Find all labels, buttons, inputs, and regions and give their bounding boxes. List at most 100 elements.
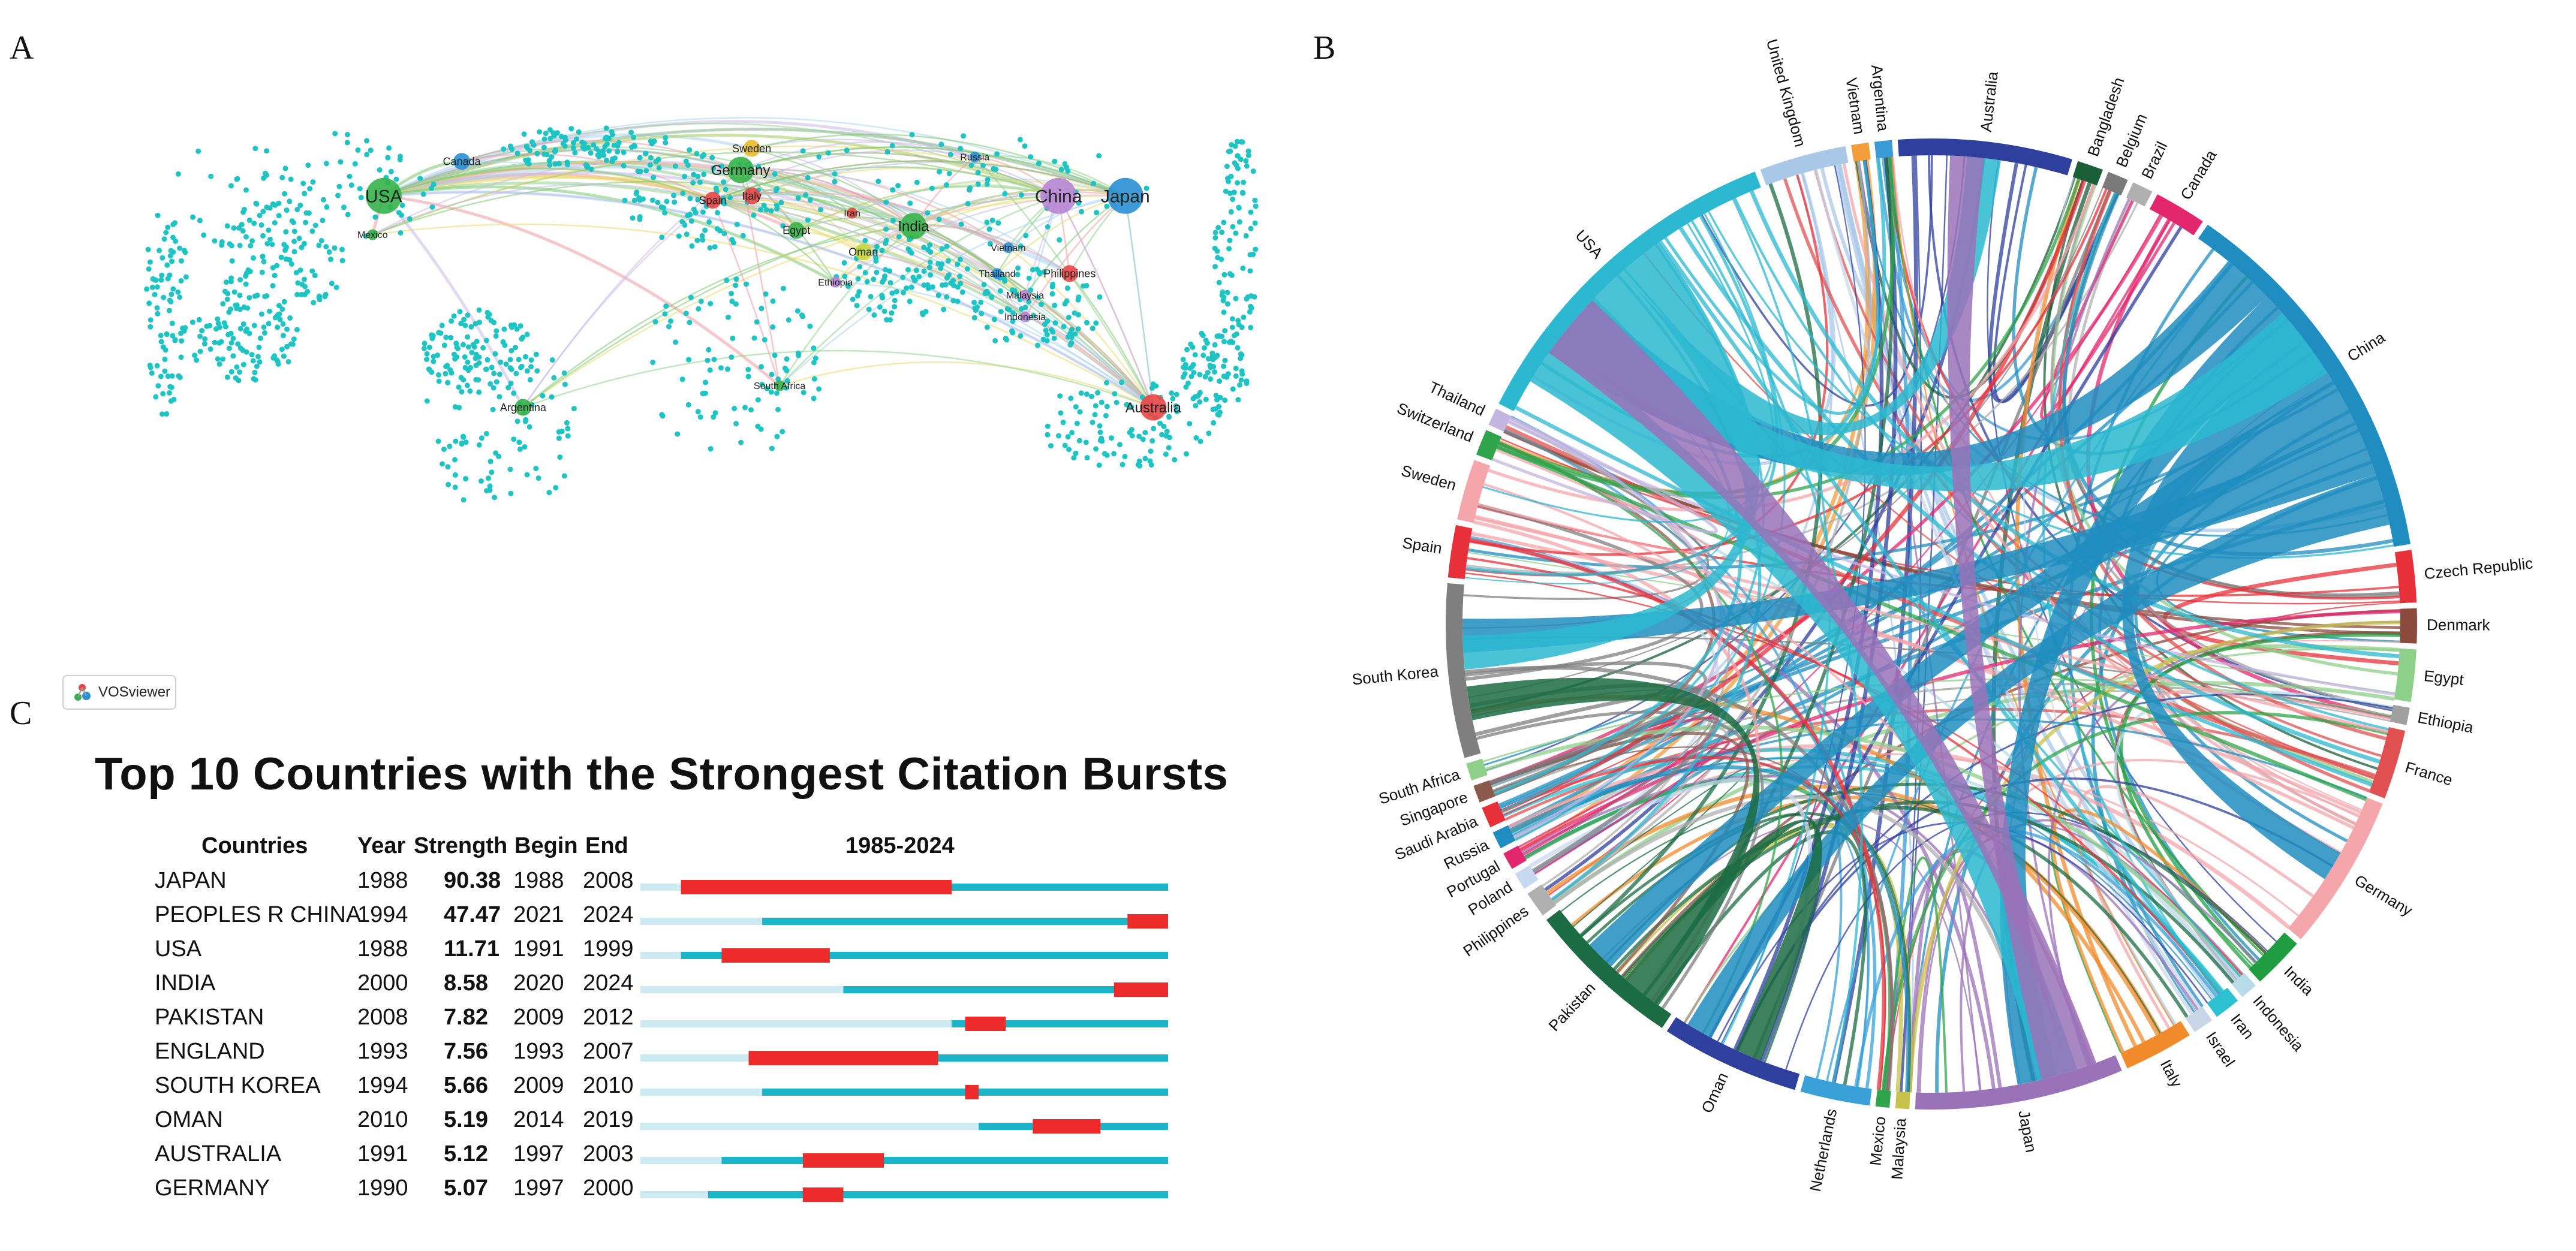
map-dot bbox=[158, 373, 164, 379]
map-dot bbox=[163, 230, 169, 236]
map-dot bbox=[570, 140, 576, 146]
map-dot bbox=[1039, 302, 1044, 308]
map-dot bbox=[1221, 272, 1227, 278]
map-dot bbox=[148, 317, 154, 323]
burst-cell-begin: 1991 bbox=[513, 936, 564, 961]
map-dot bbox=[1084, 391, 1090, 397]
map-dot bbox=[751, 212, 757, 218]
map-dot bbox=[441, 447, 447, 452]
map-dot bbox=[671, 192, 677, 198]
map-dot bbox=[557, 454, 563, 460]
chord-country-label: USA bbox=[1572, 226, 1607, 262]
map-dot bbox=[155, 212, 161, 218]
map-dot bbox=[284, 207, 290, 213]
map-dot bbox=[676, 233, 682, 239]
map-dot bbox=[160, 411, 165, 417]
map-dot bbox=[1022, 143, 1028, 149]
map-dot bbox=[291, 239, 297, 245]
map-dot bbox=[160, 344, 166, 350]
burst-cell-year: 1994 bbox=[357, 902, 408, 927]
map-dot bbox=[651, 174, 657, 180]
chord-arc bbox=[2390, 704, 2410, 725]
map-dot bbox=[228, 306, 233, 312]
map-dot bbox=[524, 331, 530, 337]
map-dot bbox=[895, 183, 901, 189]
map-dot bbox=[784, 378, 790, 384]
map-dot bbox=[1224, 164, 1230, 169]
map-dot bbox=[649, 197, 655, 203]
map-dot bbox=[170, 286, 176, 292]
map-dot bbox=[1122, 454, 1128, 460]
map-dot bbox=[758, 207, 763, 213]
map-dot bbox=[603, 125, 609, 131]
map-dot bbox=[178, 258, 184, 264]
map-dot bbox=[167, 253, 173, 259]
chord-ribbon bbox=[1624, 819, 1822, 1061]
burst-cell-year: 1988 bbox=[357, 868, 408, 893]
map-dot bbox=[345, 212, 351, 218]
map-dot bbox=[1236, 322, 1242, 328]
burst-cell-begin: 1993 bbox=[513, 1039, 564, 1064]
map-dot bbox=[1229, 316, 1235, 322]
chord-link bbox=[1749, 190, 2400, 659]
map-link bbox=[712, 200, 781, 386]
map-dot bbox=[606, 135, 612, 141]
chord-arc bbox=[2198, 224, 2411, 547]
vosviewer-logo: VOSviewer bbox=[62, 675, 176, 710]
map-dot bbox=[1233, 162, 1239, 168]
chord-arc bbox=[2207, 987, 2238, 1017]
map-dot bbox=[169, 258, 175, 264]
map-dot bbox=[386, 145, 392, 151]
chord-ribbon bbox=[1462, 242, 1760, 670]
map-dot bbox=[711, 165, 717, 171]
map-dot bbox=[235, 341, 241, 347]
map-dot bbox=[698, 299, 704, 305]
chord-arc bbox=[1874, 140, 1894, 159]
map-dot bbox=[890, 187, 896, 193]
map-dot bbox=[489, 364, 495, 370]
chord-arc bbox=[2394, 550, 2417, 604]
map-dot bbox=[452, 472, 458, 478]
map-link bbox=[383, 165, 1070, 275]
map-dot bbox=[1137, 463, 1143, 469]
map-dot bbox=[1169, 390, 1175, 396]
panel-label-c: C bbox=[10, 695, 32, 732]
map-dot bbox=[925, 210, 931, 216]
map-dot bbox=[1251, 294, 1257, 300]
map-dot bbox=[1077, 409, 1083, 415]
map-dot bbox=[527, 377, 533, 382]
map-dot bbox=[496, 372, 502, 377]
map-dot bbox=[1235, 397, 1241, 403]
map-dot bbox=[459, 440, 465, 446]
map-node-label: Argentina bbox=[500, 402, 547, 414]
map-dot bbox=[905, 267, 911, 273]
map-dot bbox=[1109, 435, 1114, 441]
chord-ribbon bbox=[1549, 300, 2097, 1072]
map-dot bbox=[283, 229, 289, 235]
map-dot bbox=[152, 277, 158, 283]
map-dot bbox=[684, 231, 690, 237]
map-dot bbox=[610, 132, 615, 138]
map-dot bbox=[1060, 420, 1066, 426]
burst-cell-end: 2003 bbox=[583, 1141, 634, 1166]
map-dot bbox=[1079, 209, 1084, 215]
map-dot bbox=[464, 382, 470, 388]
map-dot bbox=[944, 294, 950, 300]
burst-cell-begin: 2014 bbox=[513, 1107, 564, 1132]
map-dot bbox=[468, 324, 474, 330]
map-dot bbox=[493, 333, 499, 339]
map-dot bbox=[146, 266, 152, 272]
map-dot bbox=[782, 366, 788, 371]
map-dot bbox=[1062, 442, 1068, 448]
map-dot bbox=[230, 353, 236, 359]
map-dot bbox=[294, 207, 300, 212]
map-dot bbox=[424, 356, 429, 362]
burst-track-before bbox=[640, 1089, 763, 1096]
map-dot bbox=[519, 336, 525, 342]
map-dot bbox=[985, 177, 991, 183]
burst-bar bbox=[681, 880, 952, 894]
map-dot bbox=[908, 250, 914, 256]
map-dot bbox=[146, 300, 152, 306]
map-dot bbox=[169, 373, 175, 379]
map-dot bbox=[901, 290, 906, 296]
